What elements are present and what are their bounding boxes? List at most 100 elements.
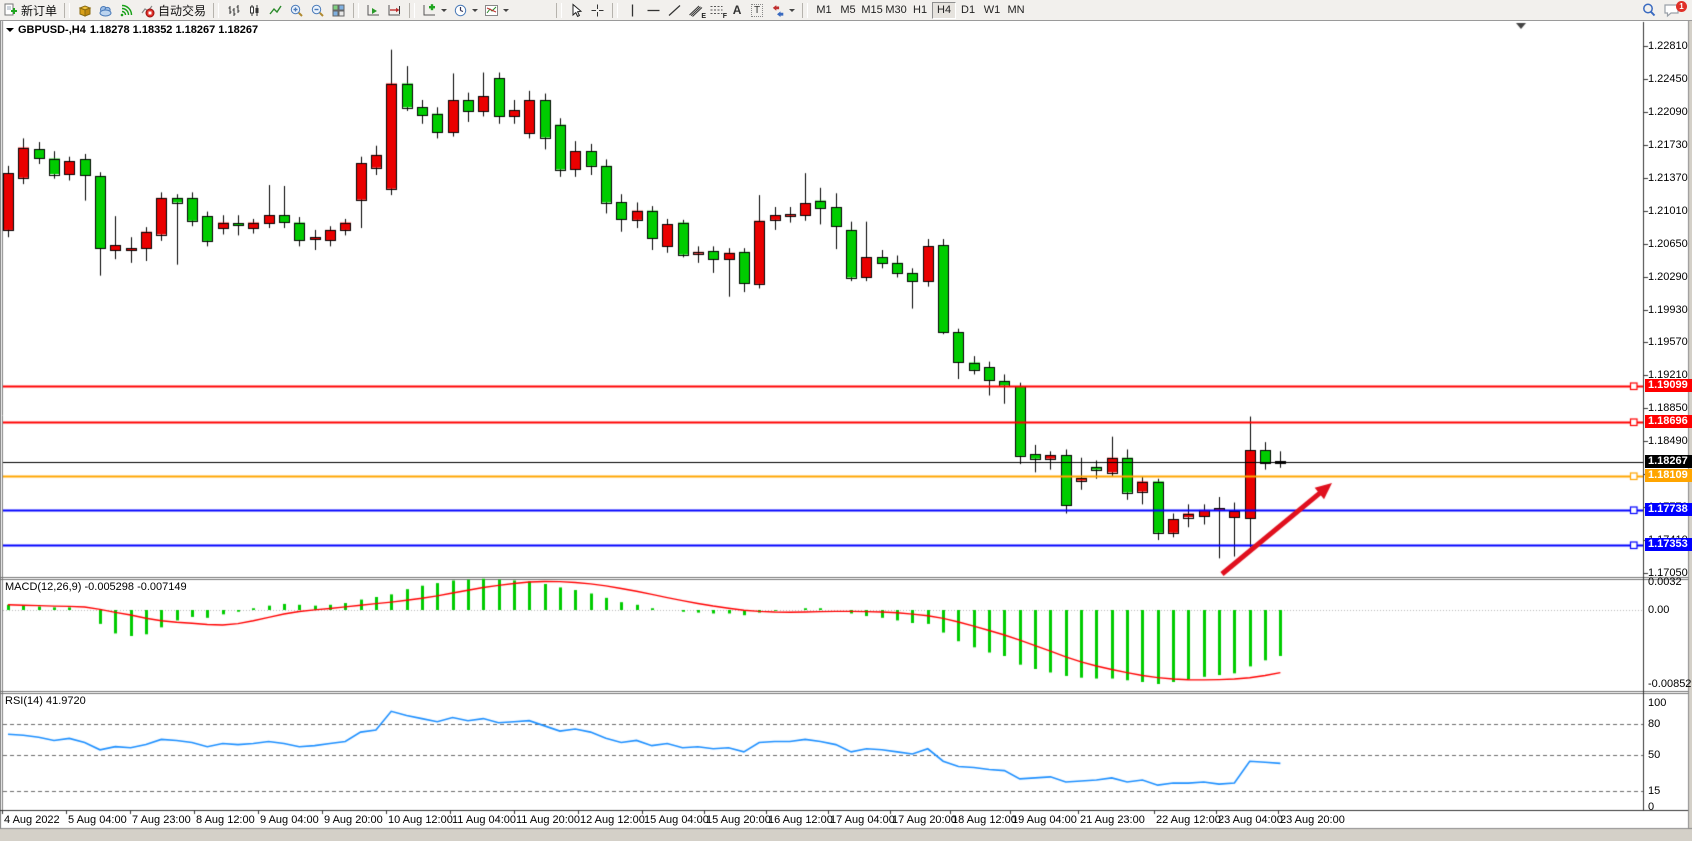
text-button[interactable]: A — [727, 1, 747, 19]
indicators-icon — [423, 3, 436, 15]
price-tick-label: 1.18850 — [1648, 402, 1688, 415]
rsi-indicator-label: RSI(14) 41.9720 — [5, 695, 86, 707]
dropdown-caret-icon — [789, 9, 796, 15]
trendline-button[interactable] — [664, 1, 685, 19]
toolbar-separator — [213, 2, 220, 18]
auto-trading-icon — [141, 5, 155, 17]
time-axis-label: 19 Aug 04:00 — [1012, 814, 1077, 826]
auto-trading-button[interactable]: 自动交易 — [137, 1, 209, 19]
candlestick-icon — [250, 4, 259, 16]
rsi-value: 41.9720 — [45, 695, 86, 707]
clock-icon — [454, 4, 467, 16]
arrows-button[interactable] — [767, 1, 798, 19]
toolbar-separator — [409, 2, 416, 18]
timeframe-m1-button[interactable]: M1 — [812, 2, 836, 19]
line-chart-icon — [269, 5, 282, 14]
price-tick-label: 1.22450 — [1648, 72, 1688, 85]
zoom-in-icon — [290, 4, 303, 17]
search-icon — [1643, 3, 1656, 17]
line-chart-button[interactable] — [265, 1, 286, 19]
time-axis-label: 17 Aug 04:00 — [830, 814, 895, 826]
fibonacci-letter: F — [722, 13, 728, 20]
toolbar-separator — [802, 2, 809, 18]
time-axis-label: 11 Aug 20:00 — [516, 814, 581, 826]
timeframe-m5-button[interactable]: M5 — [836, 2, 860, 19]
profiles-button[interactable] — [95, 1, 116, 19]
bar-chart-button[interactable] — [223, 1, 244, 19]
time-axis-label: 9 Aug 04:00 — [260, 814, 319, 826]
chart-ohlc-values: 1.18278 1.18352 1.18267 1.18267 — [89, 24, 259, 36]
zoom-out-button[interactable] — [307, 1, 328, 19]
auto-scroll-button[interactable] — [363, 1, 384, 19]
timeframe-d1-button[interactable]: D1 — [956, 2, 980, 19]
text-label-letter: T — [750, 3, 764, 17]
zoom-in-button[interactable] — [286, 1, 307, 19]
rsi-axis-label: 15 — [1648, 785, 1661, 798]
new-order-button[interactable]: 新订单 — [0, 1, 60, 19]
fibonacci-icon — [710, 5, 723, 14]
arrows-icon — [772, 4, 784, 17]
auto-scroll-icon — [367, 4, 380, 15]
tile-windows-button[interactable] — [328, 1, 349, 19]
hline-price-box: 1.17738 — [1645, 503, 1692, 517]
templates-button[interactable] — [481, 1, 512, 19]
crosshair-button[interactable] — [587, 1, 608, 19]
text-label-button[interactable]: T — [747, 1, 767, 19]
rsi-axis-label: 80 — [1648, 717, 1661, 730]
search-button[interactable] — [1638, 1, 1660, 19]
styles-button[interactable] — [74, 1, 95, 19]
rsi-axis-label: 100 — [1648, 697, 1667, 709]
channel-button[interactable]: E — [685, 1, 707, 20]
hline-price-box: 1.17353 — [1645, 538, 1692, 552]
price-tick-label: 1.22810 — [1648, 40, 1688, 52]
timeframe-h4-button[interactable]: H4 — [932, 1, 957, 19]
time-axis-label: 4 Aug 2022 — [4, 814, 60, 826]
cursor-button[interactable] — [566, 1, 587, 19]
template-icon — [485, 4, 499, 16]
time-axis-label: 5 Aug 04:00 — [68, 814, 127, 826]
price-tick-label: 1.19930 — [1648, 303, 1688, 316]
dropdown-caret-icon — [441, 9, 448, 15]
candlestick-button[interactable] — [244, 1, 265, 19]
timeframe-m15-button[interactable]: M15 — [860, 2, 884, 19]
hline-price-box: 1.18109 — [1645, 469, 1692, 483]
time-axis-label: 16 Aug 12:00 — [768, 814, 833, 826]
price-tick-label: 1.19210 — [1648, 369, 1688, 382]
time-axis-label: 12 Aug 12:00 — [580, 814, 645, 826]
new-order-icon — [4, 3, 17, 15]
data-feed-button[interactable] — [116, 1, 137, 19]
hline-price-box: 1.19099 — [1645, 378, 1692, 392]
timeframe-h1-button[interactable]: H1 — [908, 2, 932, 19]
price-tick-label: 1.21370 — [1648, 171, 1688, 184]
horizontal-line-button[interactable] — [643, 1, 664, 19]
cursor-icon — [572, 2, 583, 17]
bar-chart-icon — [228, 4, 240, 16]
signal-icon — [120, 4, 133, 16]
channel-letter: E — [701, 13, 707, 20]
timeframe-w1-button[interactable]: W1 — [980, 2, 1004, 19]
dropdown-caret-icon — [503, 9, 510, 15]
dropdown-caret-icon — [472, 9, 479, 15]
fibonacci-button[interactable]: F — [706, 1, 728, 20]
periods-button[interactable] — [450, 1, 481, 19]
time-axis-label: 22 Aug 12:00 — [1156, 814, 1221, 826]
price-tick-label: 1.22090 — [1648, 105, 1688, 118]
notifications-button[interactable]: 1 — [1660, 1, 1687, 19]
time-axis-label: 15 Aug 04:00 — [644, 814, 709, 826]
indicators-button[interactable] — [419, 1, 450, 19]
time-axis-label: 8 Aug 12:00 — [196, 814, 255, 826]
cube-icon — [78, 4, 92, 17]
price-tick-label: 1.21730 — [1648, 138, 1688, 151]
timeframe-m30-button[interactable]: M30 — [884, 2, 908, 19]
rsi-axis-label: 0 — [1648, 801, 1655, 813]
price-tick-label: 1.20290 — [1648, 270, 1688, 283]
time-axis-label: 17 Aug 20:00 — [892, 814, 957, 826]
chart-shift-button[interactable] — [384, 1, 405, 19]
vertical-line-button[interactable] — [622, 1, 643, 19]
timeframe-mn-button[interactable]: MN — [1004, 2, 1028, 19]
price-tick-label: 1.20650 — [1648, 237, 1688, 250]
time-axis-label: 9 Aug 20:00 — [324, 814, 383, 826]
